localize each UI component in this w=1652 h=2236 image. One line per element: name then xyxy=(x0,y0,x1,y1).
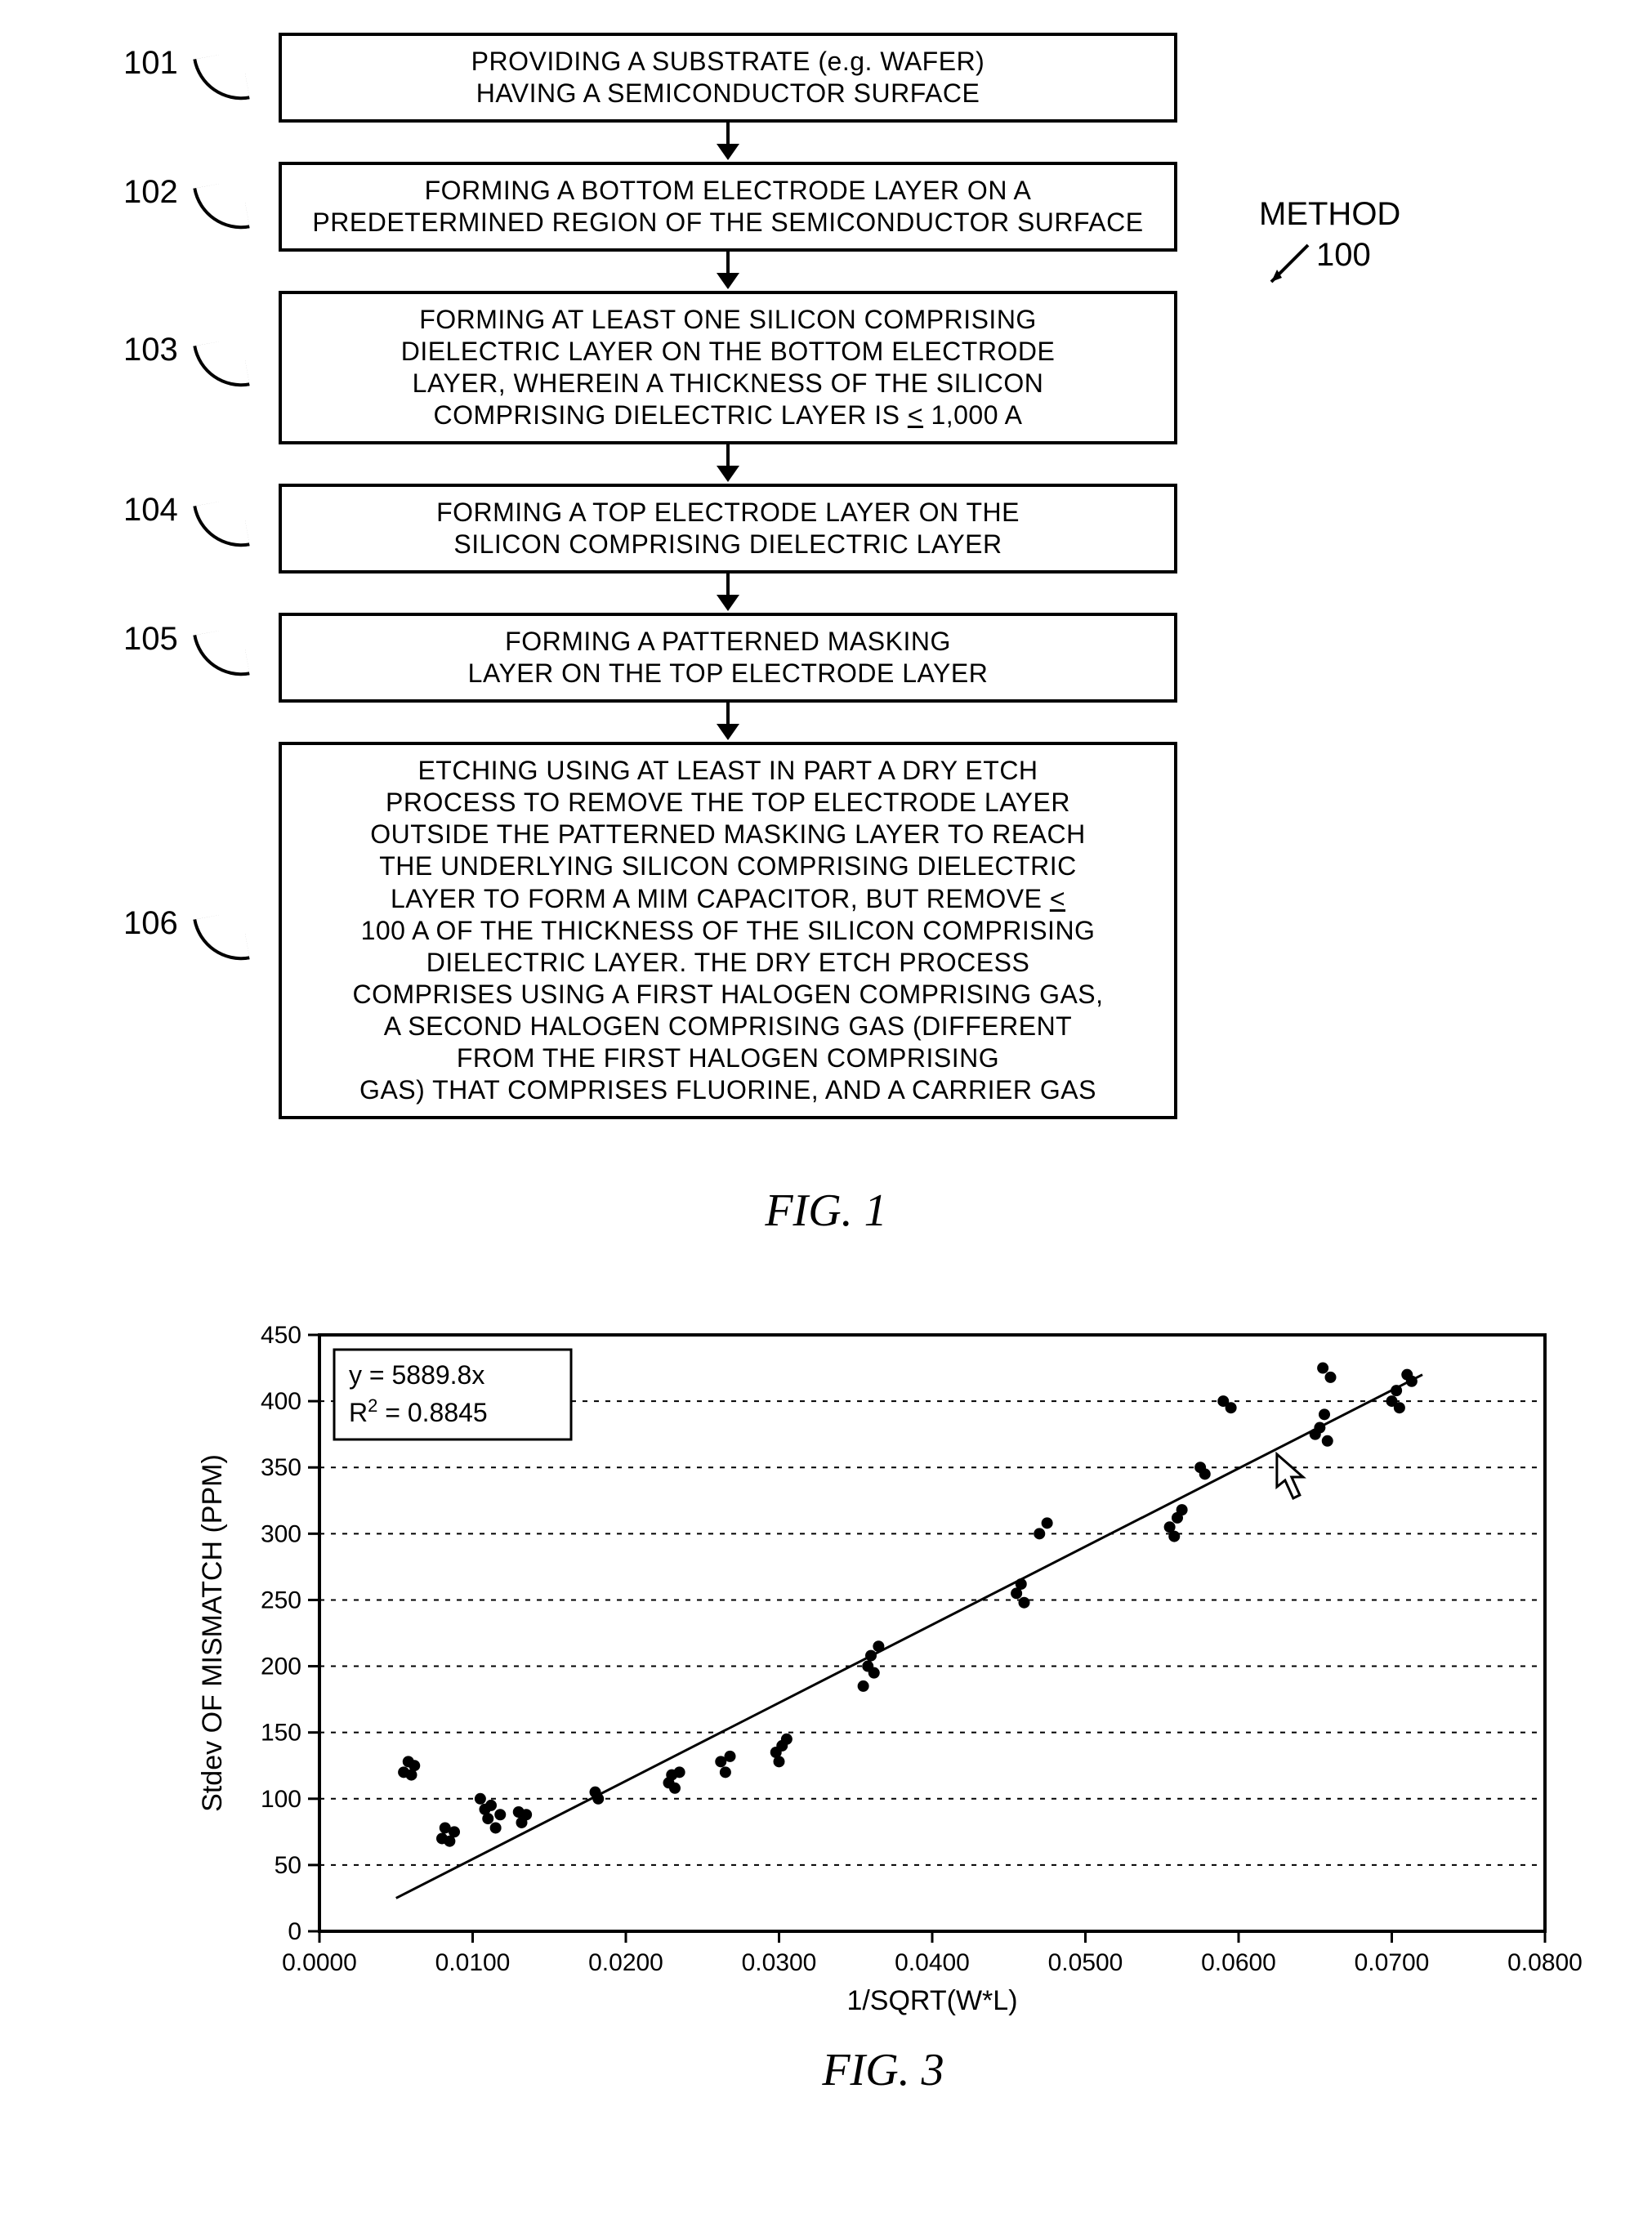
step-ref-104: 104 xyxy=(123,492,178,529)
svg-text:0.0100: 0.0100 xyxy=(435,1949,511,1976)
step-ref-103: 103 xyxy=(123,332,178,368)
svg-text:0.0400: 0.0400 xyxy=(895,1949,970,1976)
flowchart-figure: PROVIDING A SUBSTRATE (e.g. WAFER)HAVING… xyxy=(33,33,1619,1119)
svg-text:50: 50 xyxy=(275,1852,301,1879)
flow-step-104: FORMING A TOP ELECTRODE LAYER ON THESILI… xyxy=(279,484,1177,574)
svg-text:350: 350 xyxy=(261,1454,301,1481)
scatter-chart-svg: 0.0000 0.0100 0.0200 0.0300 0.0400 0.0500 0.06… xyxy=(181,1319,1586,2037)
step-ref-101: 101 xyxy=(123,45,178,82)
svg-text:150: 150 xyxy=(261,1719,301,1746)
svg-text:450: 450 xyxy=(261,1322,301,1349)
svg-text:200: 200 xyxy=(261,1653,301,1680)
svg-text:y = 5889.8x: y = 5889.8x xyxy=(349,1360,484,1390)
flow-step-102: FORMING A BOTTOM ELECTRODE LAYER ON APRE… xyxy=(279,162,1177,252)
flow-step-106: ETCHING USING AT LEAST IN PART A DRY ETC… xyxy=(279,742,1177,1118)
svg-text:400: 400 xyxy=(261,1388,301,1415)
leader-curve-icon xyxy=(193,180,250,237)
leader-curve-icon xyxy=(193,627,250,685)
svg-text:0.0200: 0.0200 xyxy=(588,1949,663,1976)
step-ref-102: 102 xyxy=(123,174,178,211)
svg-text:250: 250 xyxy=(261,1587,301,1613)
cursor-icon xyxy=(1277,1454,1303,1498)
svg-text:0.0000: 0.0000 xyxy=(282,1949,357,1976)
leader-curve-icon xyxy=(193,912,250,969)
leader-curve-icon xyxy=(193,51,250,108)
flow-step-101: PROVIDING A SUBSTRATE (e.g. WAFER)HAVING… xyxy=(279,33,1177,123)
svg-text:1/SQRT(W*L): 1/SQRT(W*L) xyxy=(846,1985,1017,2016)
flow-step-103: FORMING AT LEAST ONE SILICON COMPRISINGD… xyxy=(279,291,1177,444)
method-arrow-icon xyxy=(1259,237,1316,294)
leader-curve-icon xyxy=(193,498,250,555)
step-ref-106: 106 xyxy=(123,905,178,942)
svg-text:300: 300 xyxy=(261,1520,301,1547)
method-number-text: 100 xyxy=(1316,237,1371,273)
svg-text:0.0700: 0.0700 xyxy=(1355,1949,1430,1976)
method-number: 100 xyxy=(1316,237,1371,274)
method-label-text: METHOD xyxy=(1259,196,1400,232)
scatter-chart: 0.0000 0.0100 0.0200 0.0300 0.0400 0.0500 0.06… xyxy=(181,1319,1586,2037)
figure1-caption: FIG. 1 xyxy=(33,1185,1619,1237)
svg-text:0.0800: 0.0800 xyxy=(1507,1949,1583,1976)
svg-text:0.0500: 0.0500 xyxy=(1048,1949,1123,1976)
flow-step-105: FORMING A PATTERNED MASKINGLAYER ON THE … xyxy=(279,613,1177,703)
svg-text:Stdev OF MISMATCH (PPM): Stdev OF MISMATCH (PPM) xyxy=(197,1454,228,1812)
svg-text:0.0600: 0.0600 xyxy=(1201,1949,1276,1976)
svg-text:0.0300: 0.0300 xyxy=(742,1949,817,1976)
svg-text:0: 0 xyxy=(288,1918,301,1945)
figure3-caption: FIG. 3 xyxy=(181,2044,1586,2096)
figure3-block: 0.0000 0.0100 0.0200 0.0300 0.0400 0.0500 0.06… xyxy=(33,1319,1619,2096)
svg-text:100: 100 xyxy=(261,1785,301,1812)
method-label: METHOD xyxy=(1259,196,1400,233)
leader-curve-icon xyxy=(193,337,250,395)
step-ref-105: 105 xyxy=(123,621,178,658)
